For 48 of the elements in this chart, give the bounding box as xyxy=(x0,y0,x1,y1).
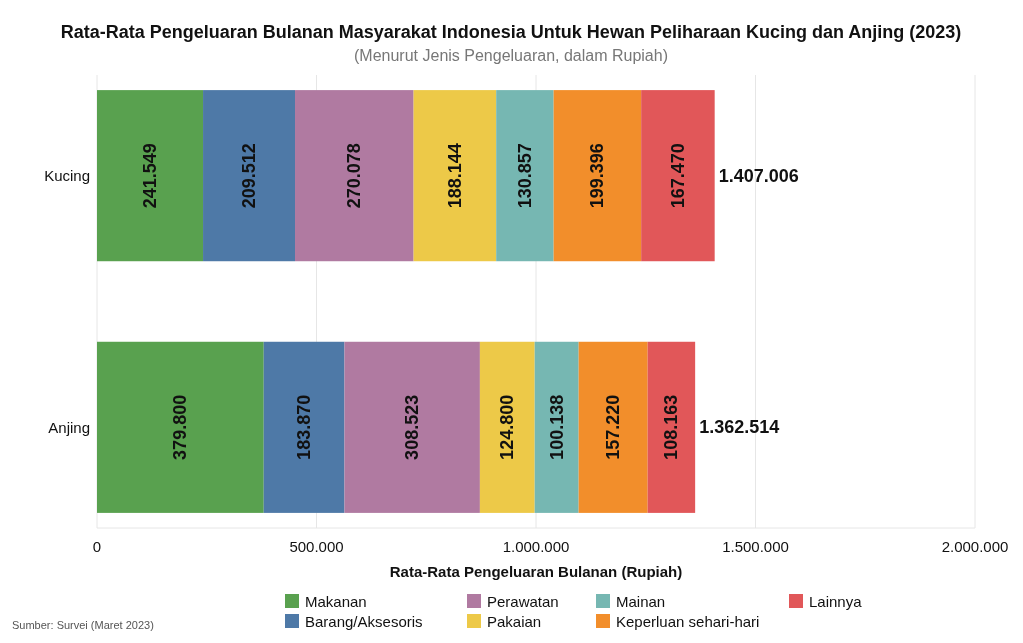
legend-label: Keperluan sehari-hari xyxy=(616,612,760,630)
x-axis-title: Rata-Rata Pengeluaran Bulanan (Rupiah) xyxy=(389,563,683,580)
data-label: 270.078 xyxy=(344,143,365,209)
legend-label: Makanan xyxy=(305,592,367,610)
data-label: 183.870 xyxy=(294,394,315,460)
legend-label: Barang/Aksesoris xyxy=(305,612,423,630)
x-tick-label: 1.500.000 xyxy=(722,538,789,555)
data-label: 130.857 xyxy=(514,143,535,209)
bar xyxy=(295,90,414,262)
data-label: 167.470 xyxy=(667,143,688,209)
text: Sumber: Survei (Maret 2023) xyxy=(12,619,154,631)
data-label: 308.523 xyxy=(402,394,423,460)
legend-label: Pakaian xyxy=(487,612,542,630)
data-label: 157.220 xyxy=(603,394,624,460)
data-label: 199.396 xyxy=(587,143,608,209)
total-label: 1.362.514 xyxy=(699,417,780,438)
bar xyxy=(553,90,642,262)
data-label: 188.144 xyxy=(444,143,465,209)
bar xyxy=(263,341,345,513)
legend-label: Lainnya xyxy=(809,592,863,610)
bar xyxy=(534,341,579,513)
bar xyxy=(479,341,535,513)
x-tick-label: 500.000 xyxy=(289,538,344,555)
bar xyxy=(641,90,715,262)
bar xyxy=(496,90,554,262)
data-label: 108.163 xyxy=(661,394,682,460)
bar xyxy=(578,341,648,513)
data-label: 379.800 xyxy=(170,394,191,460)
total-label: 1.407.006 xyxy=(718,165,799,186)
x-tick-label: 0 xyxy=(92,538,102,555)
bar xyxy=(97,90,204,262)
y-tick-label: Anjing xyxy=(48,418,90,436)
bar xyxy=(203,90,296,262)
bar xyxy=(647,341,696,513)
bar xyxy=(413,90,497,262)
data-label: 124.800 xyxy=(497,394,518,460)
bar xyxy=(344,341,480,513)
bar xyxy=(97,341,264,513)
x-tick-label: 2.000.000 xyxy=(941,538,1009,555)
data-label: 100.138 xyxy=(546,394,567,460)
legend-label: Perawatan xyxy=(487,592,559,610)
data-label: 241.549 xyxy=(140,143,161,209)
chart-title: Rata-Rata Pengeluaran Bulanan Masyarakat Indonesia Untuk Hewan Peliharaan Kucing dan Anjing (2023) xyxy=(60,22,962,42)
x-tick-label: 1.000.000 xyxy=(502,538,570,555)
chart-subtitle: (Menurut Jenis Pengeluaran, dalam Rupiah) xyxy=(354,47,668,64)
data-label: 209.512 xyxy=(239,143,260,209)
legend-label: Mainan xyxy=(616,592,666,610)
y-tick-label: Kucing xyxy=(44,167,90,185)
